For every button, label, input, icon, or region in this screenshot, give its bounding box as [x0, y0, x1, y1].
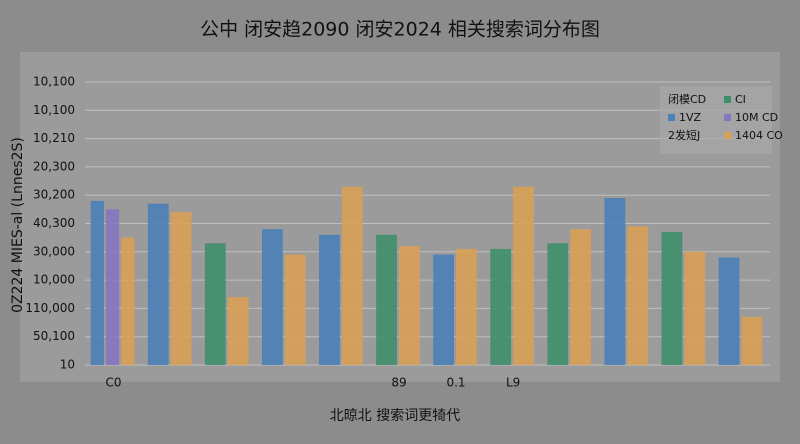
bar	[105, 209, 120, 365]
bar	[284, 254, 306, 365]
bar	[661, 231, 683, 365]
y-tick-label: 40,300	[33, 216, 75, 230]
y-tick-label: 10,000	[33, 273, 75, 287]
y-tick-label: 20,300	[33, 159, 75, 173]
y-axis-label: 0Z224 MIES-al (Lnnes2S)	[10, 137, 26, 313]
x-tick-label: 89	[391, 376, 406, 390]
bar	[90, 200, 104, 365]
bar	[261, 229, 283, 365]
bar	[490, 248, 512, 365]
y-tick-label: 10	[60, 358, 75, 372]
bar	[741, 316, 763, 365]
bar	[684, 251, 706, 365]
bar	[341, 186, 363, 365]
bar	[547, 243, 569, 365]
bar	[319, 234, 340, 365]
bar	[604, 198, 626, 365]
legend-label: 1VZ	[679, 111, 702, 124]
y-tick-label: 110,000	[25, 301, 75, 315]
bar	[398, 246, 420, 365]
bar	[627, 226, 649, 365]
legend-label: 10M CD	[735, 111, 778, 124]
legend-note: 2发短J	[668, 128, 700, 142]
bar	[433, 254, 455, 365]
legend-box	[660, 86, 772, 154]
x-tick-label: C0	[106, 376, 122, 390]
legend-label: 1404 CO	[735, 129, 783, 142]
bar	[227, 297, 249, 365]
bar	[513, 186, 534, 365]
y-tick-label: 30,000	[33, 244, 75, 258]
x-axis-label: 北晾北 搜索词更犄代	[330, 407, 460, 424]
bar	[456, 248, 477, 365]
y-tick-label: 10,100	[33, 75, 75, 89]
bar	[376, 234, 397, 365]
legend-swatch	[724, 96, 731, 103]
chart-title: 公中 闭安趋2090 闭安2024 相关搜索词分布图	[200, 19, 600, 41]
legend-swatch	[724, 114, 731, 121]
legend-title: 闭模CD	[668, 93, 706, 106]
bar	[121, 237, 135, 365]
legend-label: CI	[735, 93, 746, 106]
bar	[570, 229, 592, 365]
y-tick-label: 10,100	[33, 103, 75, 117]
y-tick-label: 10,210	[33, 131, 75, 145]
legend-swatch	[668, 114, 675, 121]
y-tick-label: 30,200	[33, 188, 75, 202]
bar	[204, 243, 226, 365]
bar	[147, 203, 169, 365]
y-tick-label: 50,100	[33, 329, 75, 343]
bar	[718, 257, 740, 365]
x-tick-label: L9	[506, 376, 520, 390]
legend-swatch	[724, 132, 731, 139]
x-tick-label: 0.1	[446, 376, 465, 390]
bar	[170, 212, 192, 365]
